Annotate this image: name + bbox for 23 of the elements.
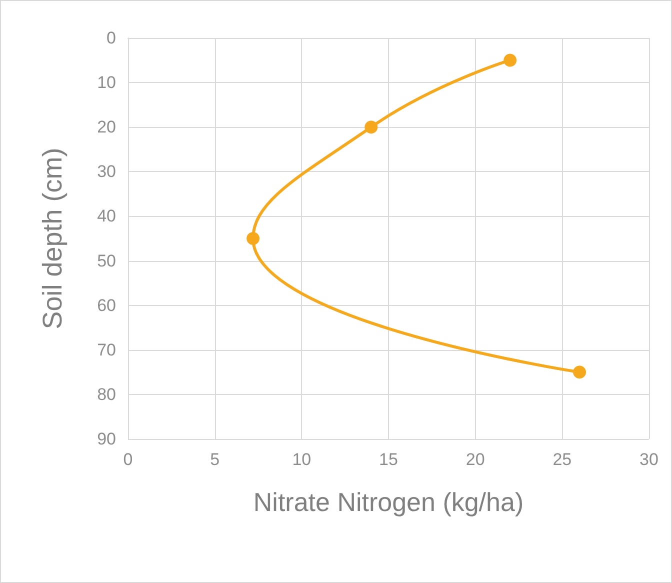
- x-tick-label: 0: [123, 450, 133, 469]
- x-tick-label: 30: [640, 450, 658, 469]
- y-tick-label: 30: [97, 162, 116, 182]
- x-axis-title: Nitrate Nitrogen (kg/ha): [253, 487, 524, 517]
- y-tick-label: 0: [106, 28, 116, 48]
- x-tick-label: 5: [210, 450, 220, 469]
- point: [504, 54, 517, 67]
- y-tick-label: 50: [97, 251, 116, 270]
- x-tick-label: 25: [552, 450, 572, 469]
- y-tick-label: 80: [97, 384, 116, 404]
- point: [246, 232, 260, 245]
- point: [573, 366, 586, 379]
- y-axis-title: Soil depth (cm): [38, 148, 68, 330]
- point: [364, 120, 378, 134]
- x-tick-label: 15: [379, 450, 398, 469]
- y-tick-label: 10: [97, 73, 116, 92]
- x-tick-label: 20: [466, 450, 485, 469]
- x-tick-label: 10: [292, 450, 312, 469]
- y-tick-label: 70: [97, 340, 116, 360]
- y-tick-label: 90: [97, 430, 116, 448]
- y-tick-label: 20: [97, 118, 116, 137]
- y-tick-label: 40: [97, 206, 116, 226]
- y-tick-label: 60: [97, 296, 116, 315]
